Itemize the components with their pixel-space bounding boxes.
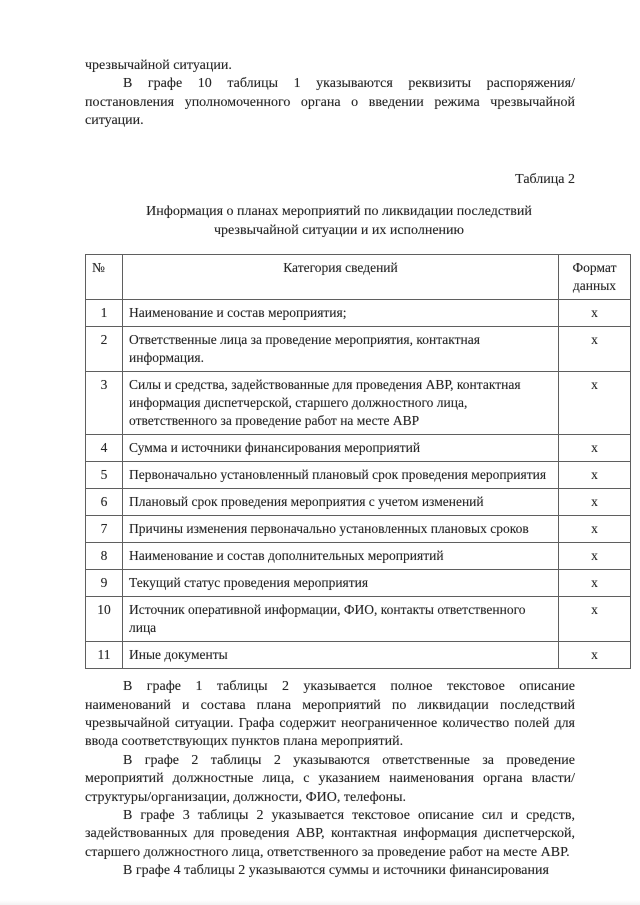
- cell-format: х: [558, 641, 631, 670]
- cell-category: Иные документы: [122, 641, 559, 670]
- table-row: 9 Текущий статус проведения мероприятия х: [85, 569, 631, 598]
- cell-format: х: [558, 488, 631, 517]
- cell-num: 1: [85, 299, 123, 328]
- table-row: 10 Источник оперативной информации, ФИО, …: [85, 596, 631, 643]
- cell-format: х: [558, 461, 631, 490]
- cell-format: х: [558, 542, 631, 571]
- cell-category: Сумма и источники финансирования меропри…: [122, 434, 559, 463]
- scan-edge-artifact: [0, 900, 640, 905]
- header-cell-num: №: [85, 254, 123, 301]
- document-content: чрезвычайной ситуации. В графе 10 таблиц…: [85, 57, 631, 881]
- cell-category: Ответственные лица за проведение меропри…: [122, 326, 559, 373]
- cell-num: 11: [85, 641, 123, 670]
- intro-continuation-line: чрезвычайной ситуации.: [85, 58, 232, 73]
- cell-category: Первоначально установленный плановый сро…: [122, 461, 559, 490]
- cell-category: Силы и средства, задействованные для про…: [122, 371, 559, 436]
- cell-num: 8: [85, 542, 123, 571]
- outro-paragraph-2: В графе 2 таблицы 2 указываются ответств…: [85, 752, 575, 805]
- table-row: 7 Причины изменения первоначально установ…: [85, 515, 631, 544]
- cell-num: 3: [85, 371, 123, 436]
- table-row: 6 Плановый срок проведения мероприятия с …: [85, 488, 631, 517]
- cell-format: х: [558, 515, 631, 544]
- cell-format: х: [558, 371, 631, 436]
- cell-format: х: [558, 434, 631, 463]
- cell-num: 9: [85, 569, 123, 598]
- cell-num: 6: [85, 488, 123, 517]
- table-row: 5 Первоначально установленный плановый ср…: [85, 461, 631, 490]
- header-cell-category: Категория сведений: [122, 254, 559, 301]
- cell-num: 2: [85, 326, 123, 373]
- table-row: 3 Силы и средства, задействованные для пр…: [85, 371, 631, 436]
- cell-category: Наименование и состав мероприятия;: [122, 299, 559, 328]
- table-row: 11 Иные документы х: [85, 641, 631, 670]
- cell-num: 4: [85, 434, 123, 463]
- info-table-header: № Категория сведений Формат данных: [85, 254, 631, 301]
- cell-category: Источник оперативной информации, ФИО, ко…: [122, 596, 559, 643]
- cell-num: 7: [85, 515, 123, 544]
- info-table: № Категория сведений Формат данных 1 Наим…: [85, 254, 631, 670]
- table-title: Информация о планах мероприятий по ликви…: [146, 204, 532, 238]
- table-row: 1 Наименование и состав мероприятия; х: [85, 299, 631, 328]
- cell-num: 5: [85, 461, 123, 490]
- outro-paragraph-4: В графе 4 таблицы 2 указываются суммы и …: [123, 863, 549, 879]
- cell-category: Текущий статус проведения мероприятия: [122, 569, 559, 598]
- table-row: 4 Сумма и источники финансирования меропр…: [85, 434, 631, 463]
- header-row: № Категория сведений Формат данных: [85, 254, 631, 301]
- cell-format: х: [558, 596, 631, 643]
- outro-block: В графе 1 таблицы 2 указывается полное т…: [85, 678, 593, 880]
- header-cell-format: Формат данных: [558, 254, 631, 301]
- cell-num: 10: [85, 596, 123, 643]
- table-row: 8 Наименование и состав дополнительных ме…: [85, 542, 631, 571]
- intro-paragraph: В графе 10 таблицы 1 указываются реквизи…: [85, 76, 575, 129]
- cell-format: х: [558, 326, 631, 373]
- cell-format: х: [558, 569, 631, 598]
- cell-format: х: [558, 299, 631, 328]
- info-table-body: 1 Наименование и состав мероприятия; х 2 Отв…: [85, 299, 631, 670]
- cell-category: Причины изменения первоначально установл…: [122, 515, 559, 544]
- table-label: Таблица 2: [515, 171, 575, 187]
- table-row: 2 Ответственные лица за проведение меропр…: [85, 326, 631, 373]
- cell-category: Наименование и состав дополнительных мер…: [122, 542, 559, 571]
- outro-paragraph-1: В графе 1 таблицы 2 указывается полное т…: [85, 679, 575, 750]
- outro-paragraph-3: В графе 3 таблицы 2 указывается текстово…: [85, 808, 575, 860]
- cell-category: Плановый срок проведения мероприятия с у…: [122, 488, 559, 517]
